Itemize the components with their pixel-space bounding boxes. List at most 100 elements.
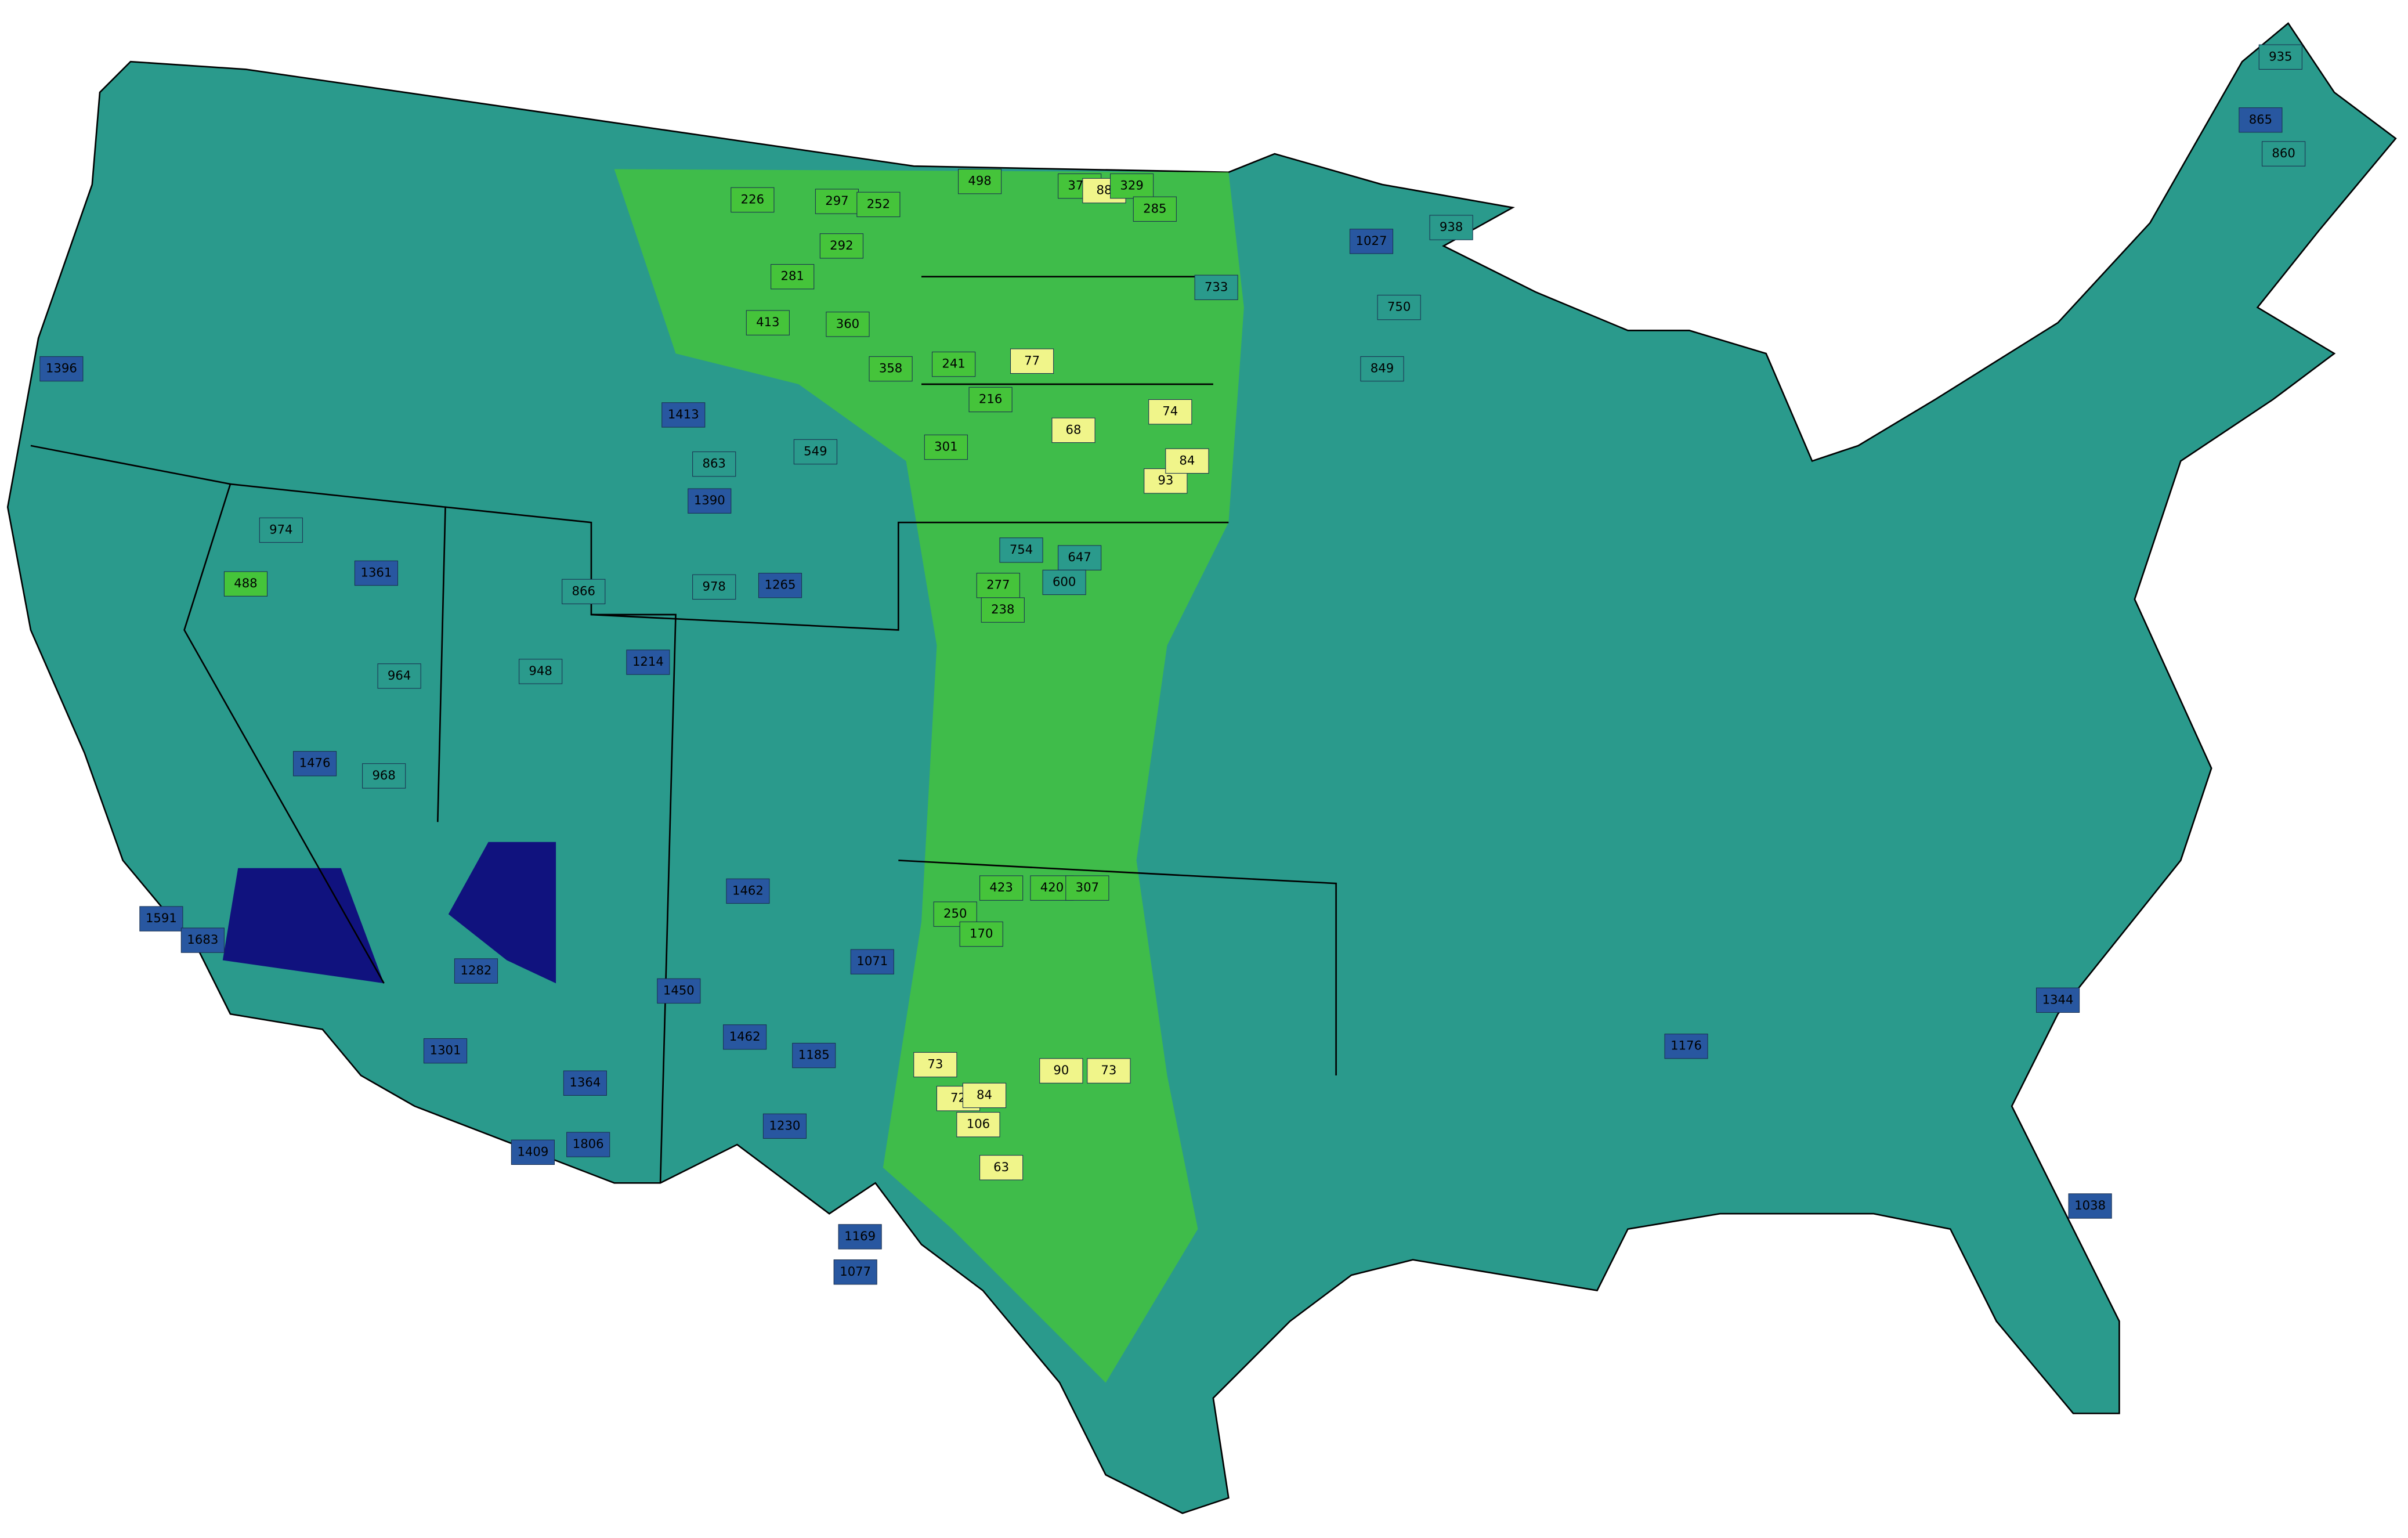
county	[771, 264, 815, 290]
county-label: 863	[703, 456, 726, 471]
county	[819, 233, 863, 259]
county	[1042, 569, 1086, 595]
county-label: 600	[1053, 574, 1076, 589]
county	[39, 356, 84, 382]
county-label: 241	[942, 356, 965, 371]
county-label: 84	[977, 1087, 992, 1102]
county-label: 74	[1162, 404, 1178, 418]
county-label: 63	[993, 1160, 1009, 1174]
county	[1148, 399, 1192, 425]
county-label: 968	[372, 768, 395, 782]
county	[838, 1224, 882, 1250]
county-label: 1077	[840, 1264, 871, 1279]
county	[2262, 141, 2306, 167]
county-label: 978	[703, 579, 726, 593]
county	[968, 387, 1013, 413]
county-label: 1169	[844, 1229, 876, 1243]
county-label: 860	[2272, 146, 2295, 160]
county-label: 423	[989, 880, 1013, 894]
county-label: 307	[1076, 880, 1099, 894]
county-label: 1282	[461, 963, 492, 977]
county-label: 948	[529, 663, 552, 678]
county	[979, 1155, 1024, 1180]
county-label: 216	[979, 391, 1002, 406]
county	[726, 878, 770, 904]
county	[723, 1024, 767, 1050]
county-label: 849	[1371, 361, 1394, 376]
county	[2258, 44, 2302, 70]
county-label: 226	[741, 192, 764, 206]
county-label: 73	[927, 1056, 943, 1071]
county-label: 1450	[663, 983, 695, 997]
county	[932, 351, 976, 377]
county-label: 329	[1120, 178, 1143, 193]
county	[692, 574, 736, 600]
county	[626, 649, 670, 675]
county	[731, 187, 775, 213]
county-label: 358	[879, 361, 902, 376]
county	[959, 921, 1003, 947]
county	[962, 1082, 1007, 1109]
county-label: 1071	[856, 954, 888, 968]
county-label: 250	[943, 906, 967, 920]
county	[999, 537, 1043, 563]
county-label: 865	[2249, 112, 2272, 127]
county-label: 1806	[573, 1136, 604, 1151]
county-label: 549	[804, 443, 827, 458]
county-label: 1364	[569, 1075, 601, 1089]
county	[562, 579, 606, 605]
county	[354, 560, 399, 586]
county-label: 974	[269, 522, 292, 536]
county-label: 252	[867, 196, 890, 211]
county	[1058, 545, 1102, 571]
county-label: 238	[991, 602, 1014, 616]
county	[1110, 173, 1154, 199]
county-label: 1390	[694, 493, 725, 507]
county	[692, 451, 736, 477]
county-label: 1176	[1671, 1038, 1702, 1053]
county-label: 1361	[361, 565, 392, 580]
county	[1010, 348, 1054, 374]
county	[362, 763, 406, 789]
county	[657, 978, 701, 1004]
county-label: 360	[836, 316, 859, 331]
county-label: 77	[1024, 353, 1040, 367]
county	[223, 571, 268, 597]
county-label: 277	[986, 577, 1010, 592]
county	[1133, 196, 1177, 222]
county	[833, 1259, 877, 1285]
county-label: 1409	[517, 1144, 548, 1158]
county-label: 498	[968, 174, 991, 188]
county-label: 1396	[46, 361, 77, 376]
county	[856, 192, 901, 218]
county	[139, 906, 183, 932]
county	[793, 439, 837, 465]
green-plains	[614, 169, 1244, 1383]
county	[1664, 1034, 1708, 1059]
county	[1429, 215, 1473, 240]
county	[924, 434, 968, 460]
county-label: 964	[388, 668, 411, 683]
county	[2068, 1193, 2112, 1219]
navy-county	[222, 868, 384, 984]
county-label: 1265	[765, 577, 796, 592]
county-label: 292	[830, 238, 853, 252]
county	[1087, 1058, 1131, 1084]
county-label: 1214	[632, 654, 664, 669]
county-label: 938	[1440, 219, 1463, 234]
county-label: 420	[1040, 880, 1064, 894]
county-label: 866	[572, 583, 595, 598]
county	[956, 1112, 1000, 1138]
county-label: 1476	[299, 756, 331, 770]
county-label: 935	[2269, 49, 2292, 63]
county	[1377, 294, 1421, 320]
county-label: 1038	[2074, 1198, 2106, 1212]
county	[976, 573, 1020, 598]
county	[913, 1052, 957, 1078]
county	[688, 488, 732, 514]
state-borders	[30, 276, 1337, 1183]
county	[292, 751, 337, 777]
county-label: 297	[825, 193, 848, 208]
county	[826, 312, 870, 337]
